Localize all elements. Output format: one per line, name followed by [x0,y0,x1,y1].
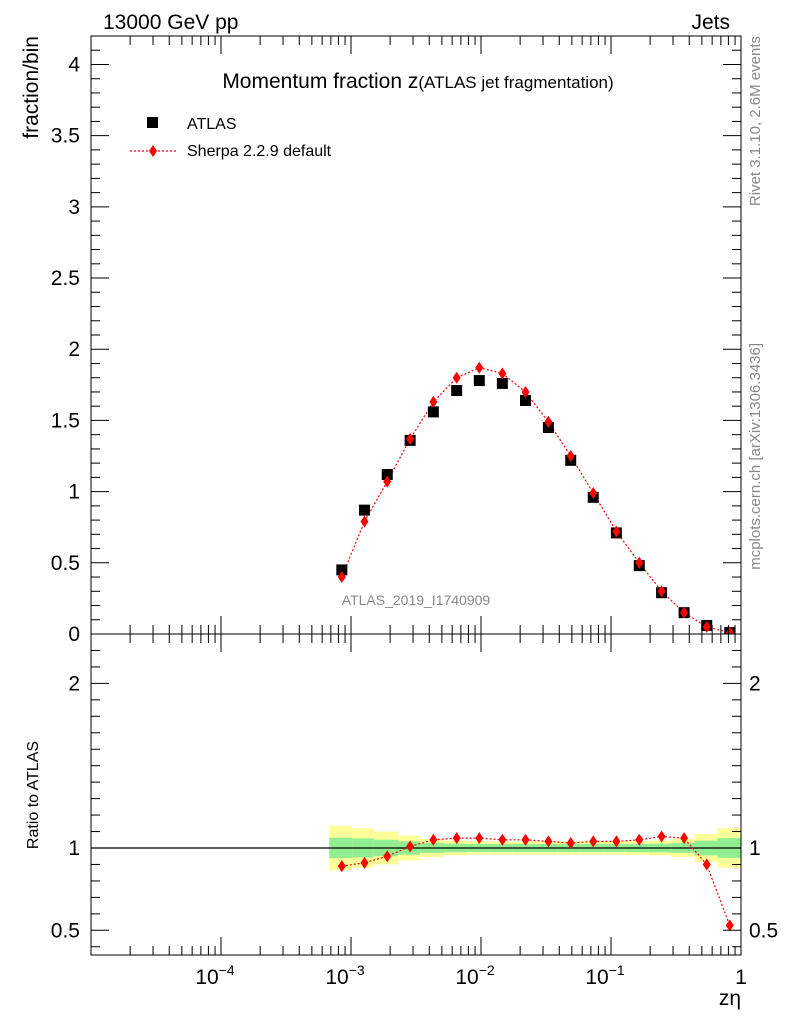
x-tick-label: 1 [735,966,747,989]
sherpa-ratio-point [566,837,575,850]
y-tick-label: 3.5 [51,125,80,148]
ratio-y-tick-label-right: 1 [749,837,761,860]
sherpa-ratio-point [360,856,369,869]
ratio-y-tick-label-right: 2 [749,672,761,695]
sherpa-point [498,367,507,380]
y-tick-label: 2 [68,338,80,361]
analysis-watermark: ATLAS_2019_I1740909 [342,592,491,608]
main-panel-marks [336,361,736,634]
atlas-data-point [336,564,348,576]
x-tick-label: 10−2 [455,962,495,989]
atlas-data-point [496,377,508,389]
sherpa-point [429,395,438,408]
sherpa-point [635,556,644,569]
y-tick-label: 0 [68,623,80,646]
sherpa-point [589,487,598,500]
sherpa-ratio-point [337,860,346,873]
chart-title: Momentum fraction z(ATLAS jet fragmentat… [222,70,613,93]
sherpa-ratio-point [544,835,553,848]
ratio-y-tick-label: 1 [68,837,80,860]
legend-sherpa-label: Sherpa 2.2.9 default [187,143,332,160]
y-tick-label: 2.5 [51,267,80,290]
header-left: 13000 GeV pp [103,11,238,34]
sherpa-ratio-point [521,833,530,846]
sherpa-point [702,620,711,633]
sherpa-point [360,515,369,528]
legend-atlas-label: ATLAS [187,116,237,133]
main-ylabel: fraction/bin [20,36,43,139]
sherpa-ratio-point [475,832,484,845]
x-tick-label: 10−3 [325,962,365,989]
sherpa-point [475,361,484,374]
sherpa-point [657,585,666,598]
sherpa-ratio-point [702,858,711,871]
sherpa-point [725,626,734,634]
atlas-data-point [358,504,370,516]
x-tick-label: 10−4 [195,962,235,989]
sherpa-ratio-point [452,832,461,845]
atlas-data-point [427,406,439,418]
data-series [336,361,736,932]
sherpa-ratio-point [635,833,644,846]
sherpa-ratio-point [429,833,438,846]
x-tick-label: 10−1 [585,962,625,989]
y-tick-label: 3 [68,196,80,219]
legend: ATLAS Sherpa 2.2.9 default [130,116,332,160]
sherpa-point [680,606,689,619]
legend-sherpa-marker [149,145,157,157]
sherpa-point [406,432,415,445]
atlas-data-point [520,394,532,406]
sherpa-ratio-point [680,832,689,845]
y-tick-label: 4 [68,53,80,76]
axes: 10−4 10−3 10−2 10−1 1 0 0.5 1 1.5 2 2.5 3 3.5 4 0.5 0.5… [51,35,778,989]
ratio-y-tick-label-right: 0.5 [749,919,778,942]
ratio-ylabel: Ratio to ATLAS [25,741,42,849]
legend-atlas-marker [147,117,158,128]
chart-title-main: Momentum fraction z [222,70,418,93]
sherpa-point [383,475,392,488]
sherpa-ratio-point [406,840,415,853]
ratio-y-tick-label: 0.5 [51,919,80,942]
sherpa-ratio-point [383,850,392,863]
atlas-data-point [381,469,393,481]
header-right: Jets [691,11,730,34]
atlas-data-point [473,375,485,387]
sherpa-ratio-point [725,919,734,932]
chart-title-sub: (ATLAS jet fragmentation) [418,73,613,92]
ratio-panel-marks [337,830,734,932]
x-axis-label: zη [719,987,741,1010]
rivet-info: Rivet 3.1.10, 2.6M events [747,36,764,206]
sherpa-point [521,385,530,398]
ratio-uncertainty-bands [91,825,741,871]
sherpa-point [612,525,621,538]
sherpa-ratio-point [589,835,598,848]
y-tick-label: 1.5 [51,409,80,432]
sherpa-point [566,450,575,463]
y-tick-label: 1 [68,481,80,504]
ratio-y-tick-label: 2 [68,672,80,695]
source-info: mcplots.cern.ch [arXiv:1306.3436] [747,343,764,570]
sherpa-ratio-point [657,830,666,843]
sherpa-point [452,371,461,384]
ratio-frame [90,633,742,956]
sherpa-ratio-point [498,833,507,846]
y-tick-label: 0.5 [51,552,80,575]
sherpa-point [544,415,553,428]
sherpa-point [337,571,346,584]
sherpa-ratio-point [612,835,621,848]
atlas-data-point [451,385,463,397]
